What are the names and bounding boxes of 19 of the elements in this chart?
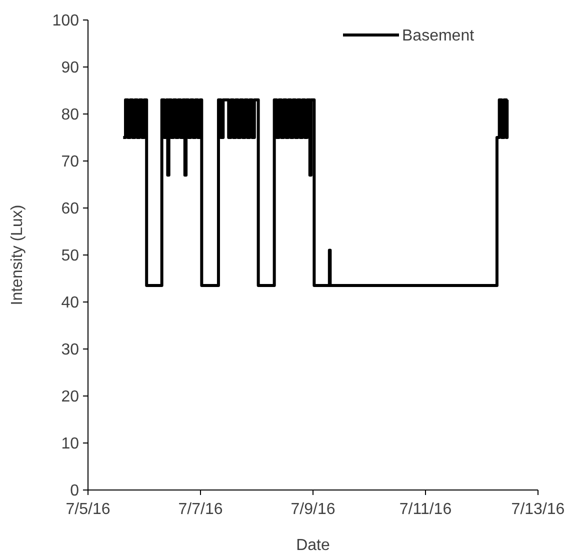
- y-tick-label: 0: [70, 482, 80, 500]
- x-tick-label: 7/7/16: [178, 501, 223, 518]
- y-tick-label: 10: [61, 436, 80, 453]
- legend-label: Basement: [402, 28, 475, 45]
- y-tick-label: 20: [61, 388, 80, 406]
- y-tick-label: 90: [61, 60, 80, 77]
- y-axis-title: Intensity (Lux): [9, 204, 26, 306]
- x-tick-label: 7/11/16: [399, 501, 452, 518]
- x-tick-label: 7/5/16: [66, 501, 110, 518]
- y-tick-label: 40: [61, 294, 80, 312]
- y-tick-label: 50: [61, 248, 80, 265]
- y-tick-label: 60: [61, 200, 80, 218]
- x-tick-label: 7/13/16: [511, 501, 565, 518]
- y-tick-label: 30: [61, 342, 80, 359]
- y-tick-label: 80: [61, 106, 80, 124]
- y-tick-label: 70: [61, 154, 80, 171]
- y-tick-label: 100: [52, 12, 80, 30]
- x-tick-label: 7/9/16: [290, 501, 336, 518]
- x-axis-title: Date: [296, 537, 330, 554]
